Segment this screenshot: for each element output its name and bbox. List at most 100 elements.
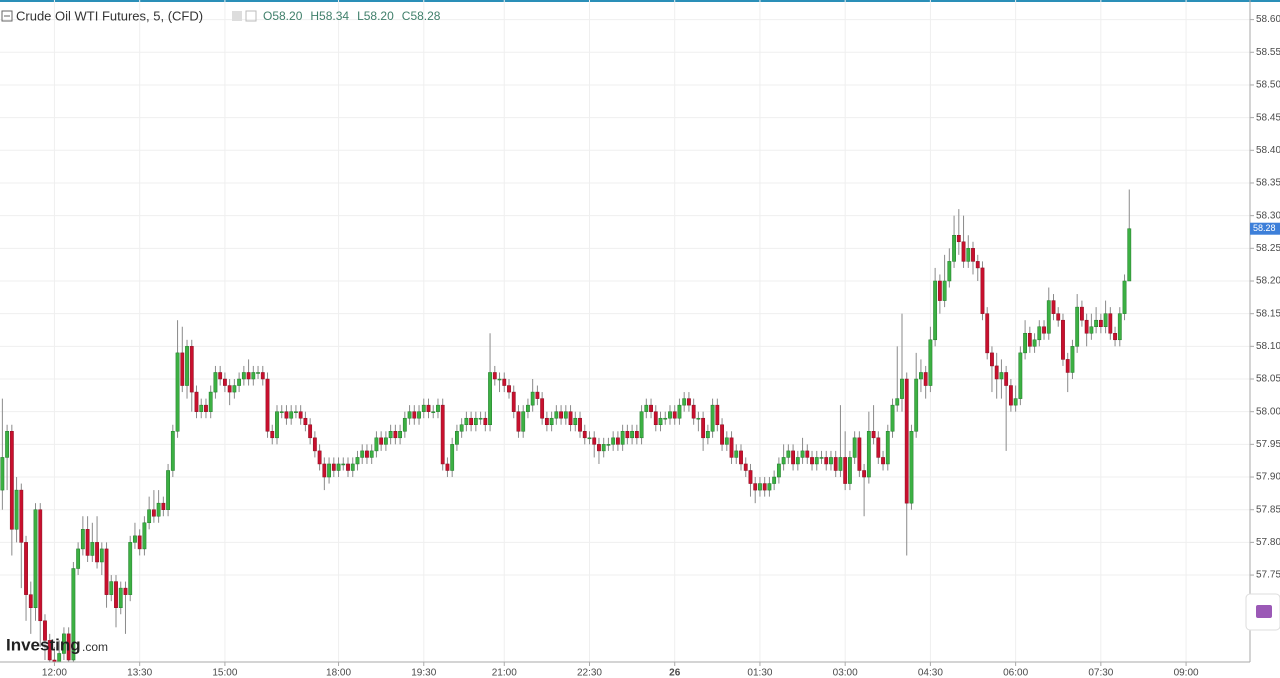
- candle-body: [417, 411, 421, 419]
- candle-body: [587, 437, 592, 440]
- side-button-icon: [1256, 605, 1272, 618]
- candle-body: [445, 463, 450, 471]
- candle-body: [990, 352, 994, 367]
- candle-body: [66, 633, 71, 661]
- x-tick-label: 01:30: [747, 668, 772, 678]
- candle-body: [526, 404, 530, 412]
- candle-body: [76, 548, 81, 569]
- candle-body: [114, 581, 118, 608]
- candle-body: [1122, 280, 1127, 314]
- candle-body: [795, 457, 800, 465]
- y-tick-label: 58.10: [1256, 341, 1280, 352]
- candle-body: [398, 431, 403, 439]
- candle-body: [1080, 306, 1084, 321]
- candle-body: [147, 509, 152, 524]
- candle-body: [1127, 228, 1132, 282]
- y-tick-label: 58.05: [1256, 374, 1280, 385]
- candle-body: [710, 404, 715, 432]
- candle-body: [303, 417, 308, 426]
- candle-body: [488, 372, 492, 426]
- candle-body: [682, 398, 687, 406]
- candle-body: [33, 509, 38, 608]
- legend-value: C58.28: [402, 9, 441, 23]
- candle-body: [625, 431, 630, 439]
- collapse-icon[interactable]: [1, 10, 13, 22]
- candle-body: [909, 431, 914, 504]
- candle-body: [597, 444, 601, 452]
- candle-body: [876, 437, 881, 458]
- candle-body: [729, 437, 734, 458]
- candle-body: [109, 581, 114, 595]
- candle-body: [535, 391, 540, 399]
- candle-body: [516, 411, 521, 432]
- candle-body: [142, 522, 147, 550]
- candle-body: [9, 431, 14, 530]
- x-tick-label: 09:00: [1174, 668, 1199, 678]
- candle-body: [85, 529, 90, 556]
- candle-body: [284, 411, 289, 419]
- candle-body: [862, 470, 867, 478]
- candle-body: [715, 404, 720, 426]
- candle-body: [346, 463, 350, 471]
- settings-icon[interactable]: [232, 11, 242, 21]
- candle-body: [658, 417, 663, 426]
- candle-body: [170, 431, 175, 471]
- y-tick-label: 58.15: [1256, 308, 1280, 319]
- candle-body: [568, 411, 573, 426]
- candle-body: [701, 417, 706, 439]
- candle-body: [1008, 385, 1013, 406]
- candle-body: [24, 542, 28, 595]
- candle-body: [724, 437, 729, 445]
- candle-body: [829, 457, 833, 465]
- candle-body: [563, 411, 568, 419]
- candle-body: [208, 391, 213, 412]
- candle-body: [1037, 326, 1042, 341]
- candle-body: [1018, 352, 1023, 399]
- candle-body: [947, 261, 952, 282]
- candle-body: [260, 372, 265, 380]
- y-tick-label: 58.00: [1256, 406, 1280, 417]
- candle-body: [668, 411, 672, 419]
- candle-body: [1023, 333, 1028, 354]
- hide-icon[interactable]: [245, 10, 257, 22]
- candle-body: [630, 431, 635, 439]
- candle-body: [251, 372, 256, 380]
- candle-body: [407, 411, 412, 419]
- y-tick-label: 57.80: [1256, 537, 1280, 548]
- candle-body: [743, 463, 748, 471]
- y-tick-label: 58.35: [1256, 178, 1280, 189]
- top-border: [0, 0, 1280, 2]
- x-tick-label: 15:00: [212, 668, 237, 678]
- candle-body: [971, 248, 975, 262]
- candle-body: [1098, 319, 1103, 327]
- candle-body: [312, 437, 317, 452]
- candle-body: [956, 234, 961, 243]
- candle-body: [331, 463, 336, 471]
- candle-body: [232, 385, 237, 393]
- candle-body: [137, 535, 142, 550]
- candle-body: [421, 404, 426, 412]
- candle-body: [999, 372, 1004, 380]
- candle-body: [227, 385, 232, 393]
- candle-body: [365, 450, 369, 458]
- candle-body: [866, 431, 871, 478]
- candle-body: [502, 378, 507, 386]
- candle-body: [615, 437, 620, 445]
- candle-body: [118, 587, 123, 608]
- candle-body: [43, 620, 47, 641]
- candle-body: [355, 457, 360, 465]
- y-tick-label: 58.50: [1256, 80, 1280, 91]
- candle-body: [753, 483, 758, 491]
- candle-body: [1027, 333, 1032, 347]
- candle-body: [279, 411, 284, 413]
- x-tick-label: 12:00: [42, 668, 67, 678]
- candle-body: [530, 391, 535, 406]
- candle-body: [478, 417, 483, 420]
- candle-body: [322, 463, 327, 478]
- candle-body: [341, 463, 346, 466]
- y-tick-label: 57.75: [1256, 570, 1280, 581]
- x-tick-label: 22:30: [577, 668, 602, 678]
- candle-body: [994, 365, 999, 380]
- candle-body: [985, 313, 990, 354]
- candle-body: [928, 339, 933, 386]
